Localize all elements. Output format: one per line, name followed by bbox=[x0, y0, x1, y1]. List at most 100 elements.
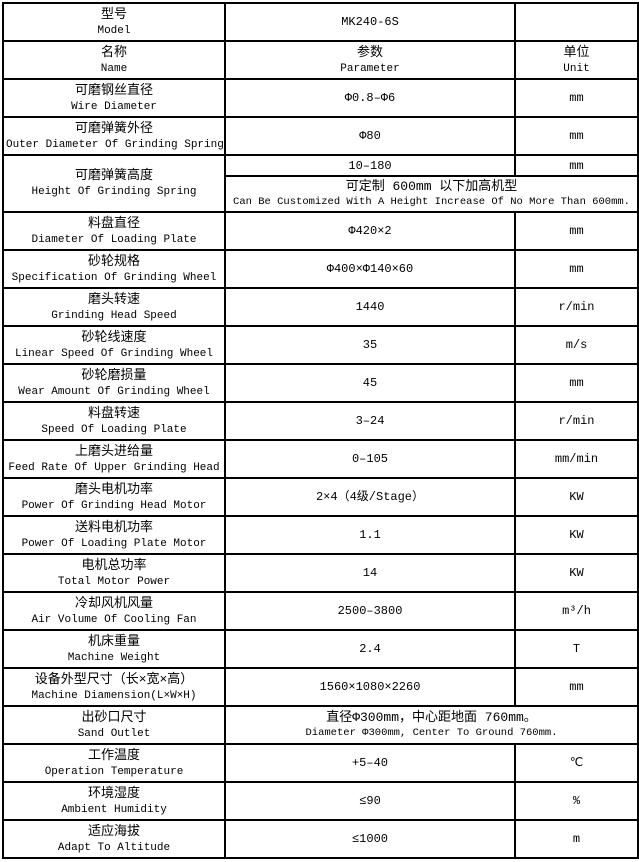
name-cell: 砂轮磨损量 Wear Amount Of Grinding Wheel bbox=[2, 363, 226, 403]
label-zh: 可磨弹簧外径 bbox=[74, 120, 153, 136]
param-value: 1560×1080×2260 bbox=[319, 680, 421, 694]
param-value: Φ400×Φ140×60 bbox=[326, 262, 414, 276]
note-cell: 可定制 600mm 以下加高机型 Can Be Customized With … bbox=[224, 175, 639, 213]
unit-cell: mm bbox=[514, 211, 639, 251]
param-value: 35 bbox=[362, 338, 378, 352]
name-cell: 砂轮规格 Specification Of Grinding Wheel bbox=[2, 249, 226, 289]
param-cell: ≤90 bbox=[224, 781, 516, 821]
row-column-headers: 名称 Name 参数 Parameter 单位 Unit bbox=[2, 40, 639, 80]
label-en: Ambient Humidity bbox=[61, 803, 167, 816]
name-cell: 机床重量 Machine Weight bbox=[2, 629, 226, 669]
label-zh: 料盘直径 bbox=[87, 215, 140, 231]
label-zh: 可磨弹簧高度 bbox=[74, 168, 153, 183]
name-cell: 工作温度 Operation Temperature bbox=[2, 743, 226, 783]
label-en: Feed Rate Of Upper Grinding Head bbox=[8, 461, 220, 474]
row-cooling-fan-volume: 冷却风机风量 Air Volume Of Cooling Fan 2500–38… bbox=[2, 591, 639, 631]
row-operation-temperature: 工作温度 Operation Temperature +5–40 ℃ bbox=[2, 743, 639, 783]
param-value: 14 bbox=[362, 566, 378, 580]
unit-cell: m³/h bbox=[514, 591, 639, 631]
unit-value: m³/h bbox=[562, 604, 591, 618]
unit-value: mm bbox=[569, 91, 584, 105]
name-cell: 砂轮线速度 Linear Speed Of Grinding Wheel bbox=[2, 325, 226, 365]
row-spring-height: 可磨弹簧高度 Height Of Grinding Spring 10–180 … bbox=[2, 154, 639, 213]
unit-value: ℃ bbox=[569, 756, 584, 770]
label-en: Linear Speed Of Grinding Wheel bbox=[14, 347, 214, 360]
label-en: Machine Diamension(L×W×H) bbox=[31, 689, 197, 702]
unit-value: m bbox=[572, 832, 581, 846]
unit-cell: mm/min bbox=[514, 439, 639, 479]
unit-cell: T bbox=[514, 629, 639, 669]
row-spring-height-note: 可定制 600mm 以下加高机型 Can Be Customized With … bbox=[3, 175, 639, 213]
label-zh: 工作温度 bbox=[87, 747, 140, 763]
param-value: 2×4（4级/Stage） bbox=[315, 490, 424, 504]
param-cell: Φ80 bbox=[224, 116, 516, 156]
name-cell: 环境湿度 Ambient Humidity bbox=[2, 781, 226, 821]
label-en: Speed Of Loading Plate bbox=[41, 423, 187, 436]
param-value: 0–105 bbox=[351, 452, 388, 466]
name-header-en: Name bbox=[100, 62, 128, 75]
label-en: Height Of Grinding Spring bbox=[31, 186, 197, 198]
param-cell: 2×4（4级/Stage） bbox=[224, 477, 516, 517]
label-zh: 设备外型尺寸（长×宽×高） bbox=[34, 671, 194, 687]
param-cell: ≤1000 bbox=[224, 819, 516, 859]
name-cell: 可磨钢丝直径 Wire Diameter bbox=[2, 78, 226, 118]
note-en: Can Be Customized With A Height Increase… bbox=[233, 196, 630, 208]
row-grinding-wheel-spec: 砂轮规格 Specification Of Grinding Wheel Φ40… bbox=[2, 249, 639, 289]
note-zh: 可定制 600mm 以下加高机型 bbox=[345, 179, 518, 194]
row-total-motor-power: 电机总功率 Total Motor Power 14 KW bbox=[2, 553, 639, 593]
name-cell: 上磨头进给量 Feed Rate Of Upper Grinding Head bbox=[2, 439, 226, 479]
param-cell: Φ0.8–Φ6 bbox=[224, 78, 516, 118]
label-zh: 型号 bbox=[100, 6, 127, 22]
param-cell: Φ400×Φ140×60 bbox=[224, 249, 516, 289]
row-adapt-altitude: 适应海拔 Adapt To Altitude ≤1000 m bbox=[2, 819, 639, 859]
unit-cell: KW bbox=[514, 515, 639, 555]
unit-value: KW bbox=[569, 566, 584, 580]
unit-cell: m/s bbox=[514, 325, 639, 365]
row-wire-diameter: 可磨钢丝直径 Wire Diameter Φ0.8–Φ6 mm bbox=[2, 78, 639, 118]
unit-cell: r/min bbox=[514, 287, 639, 327]
unit-cell: mm bbox=[514, 363, 639, 403]
unit-cell: mm bbox=[514, 116, 639, 156]
row-grinding-head-motor-power: 磨头电机功率 Power Of Grinding Head Motor 2×4（… bbox=[2, 477, 639, 517]
unit-value: mm bbox=[569, 129, 584, 143]
param-en: Diameter Φ300mm, Center To Ground 760mm. bbox=[305, 727, 558, 739]
model-value: MK240-6S bbox=[341, 15, 399, 29]
param-value: 2500–3800 bbox=[337, 604, 403, 618]
unit-cell bbox=[514, 2, 639, 42]
param-cell: 2500–3800 bbox=[224, 591, 516, 631]
unit-value: r/min bbox=[558, 300, 595, 314]
unit-cell: % bbox=[514, 781, 639, 821]
unit-value: mm bbox=[569, 262, 584, 276]
name-header-zh: 名称 bbox=[100, 44, 127, 60]
name-cell: 料盘直径 Diameter Of Loading Plate bbox=[2, 211, 226, 251]
label-zh: 砂轮磨损量 bbox=[81, 367, 147, 383]
label-zh: 机床重量 bbox=[87, 633, 140, 649]
row-loading-plate-diameter: 料盘直径 Diameter Of Loading Plate Φ420×2 mm bbox=[2, 211, 639, 251]
row-feed-rate: 上磨头进给量 Feed Rate Of Upper Grinding Head … bbox=[2, 439, 639, 479]
row-machine-weight: 机床重量 Machine Weight 2.4 T bbox=[2, 629, 639, 669]
label-zh: 电机总功率 bbox=[81, 557, 147, 573]
row-outer-diameter: 可磨弹簧外径 Outer Diameter Of Grinding Spring… bbox=[2, 116, 639, 156]
param-cell: 14 bbox=[224, 553, 516, 593]
unit-value: mm/min bbox=[554, 452, 599, 466]
row-loading-plate-speed: 料盘转速 Speed Of Loading Plate 3–24 r/min bbox=[2, 401, 639, 441]
param-value: 1440 bbox=[355, 300, 385, 314]
name-cell: 冷却风机风量 Air Volume Of Cooling Fan bbox=[2, 591, 226, 631]
unit-cell: m bbox=[514, 819, 639, 859]
name-cell: 适应海拔 Adapt To Altitude bbox=[2, 819, 226, 859]
label-en: Grinding Head Speed bbox=[51, 309, 177, 322]
label-zh: 料盘转速 bbox=[87, 405, 140, 421]
name-cell: 磨头电机功率 Power Of Grinding Head Motor bbox=[2, 477, 226, 517]
row-ambient-humidity: 环境湿度 Ambient Humidity ≤90 % bbox=[2, 781, 639, 821]
unit-header-en: Unit bbox=[563, 62, 590, 75]
param-cell: 1.1 bbox=[224, 515, 516, 555]
param-cell: 35 bbox=[224, 325, 516, 365]
param-cell: 10–180 bbox=[224, 154, 516, 177]
param-header-en: Parameter bbox=[340, 62, 400, 75]
param-value: 45 bbox=[362, 376, 378, 390]
unit-value: m/s bbox=[565, 338, 588, 352]
label-zh: 可磨钢丝直径 bbox=[74, 82, 153, 98]
row-linear-speed: 砂轮线速度 Linear Speed Of Grinding Wheel 35 … bbox=[2, 325, 639, 365]
unit-value: mm bbox=[569, 680, 584, 694]
